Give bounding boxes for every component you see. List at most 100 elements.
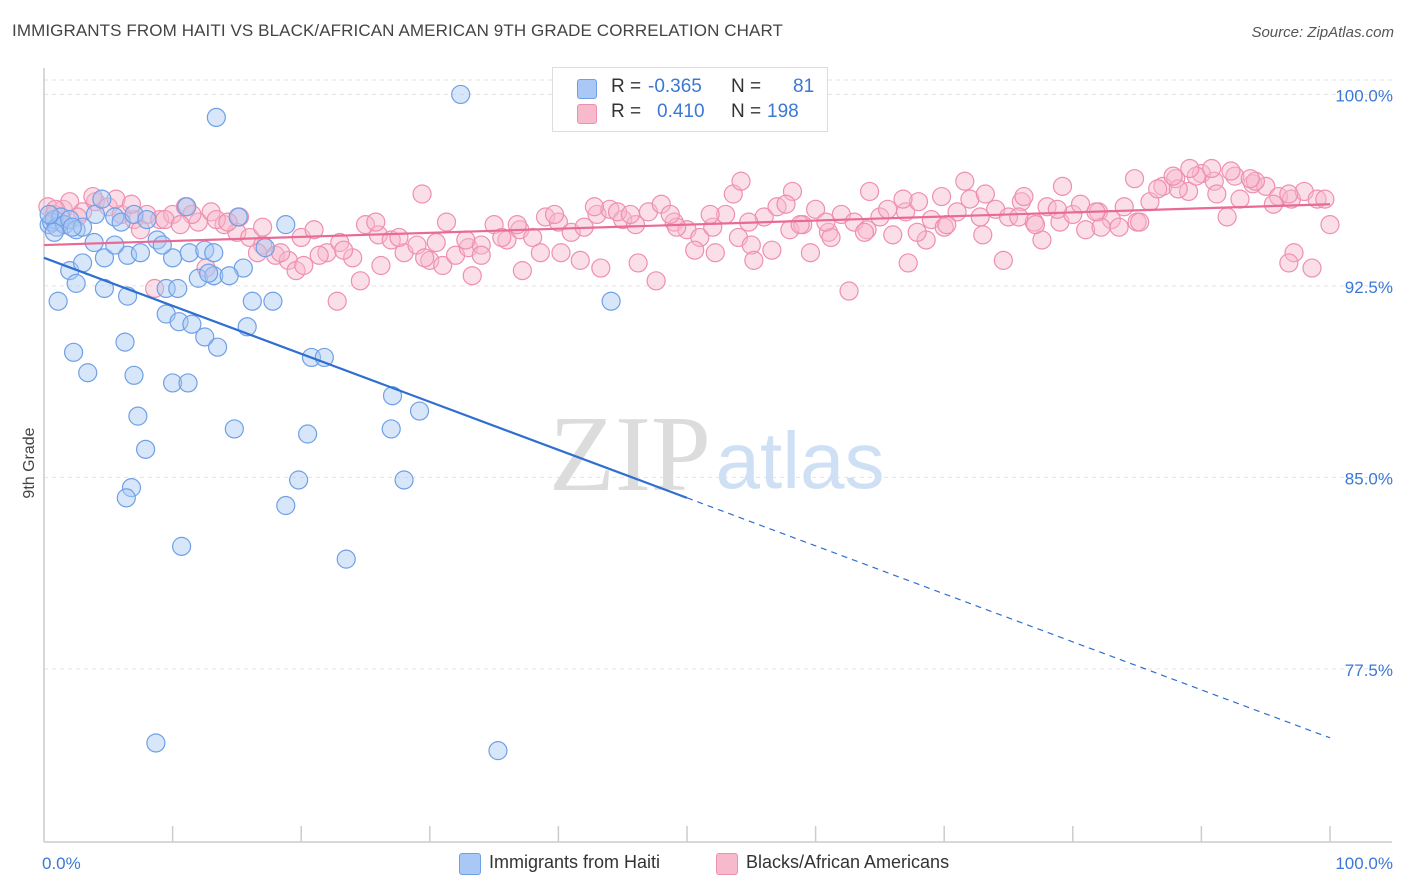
data-point-haiti xyxy=(182,314,202,334)
data-point-haiti xyxy=(298,424,318,444)
data-point-black xyxy=(1245,171,1266,191)
data-point-haiti xyxy=(208,337,228,357)
data-point-haiti xyxy=(601,291,621,311)
data-point-black xyxy=(206,209,226,230)
data-point-black xyxy=(1011,192,1031,212)
data-point-black xyxy=(492,227,512,248)
trend-line-haiti xyxy=(43,256,688,499)
data-point-black xyxy=(960,189,980,209)
data-point-black xyxy=(821,227,841,248)
series-black-points xyxy=(38,158,1340,311)
data-point-haiti xyxy=(394,470,414,490)
data-point-haiti xyxy=(177,197,197,217)
data-point-haiti xyxy=(152,235,172,255)
data-point-haiti xyxy=(188,268,208,288)
data-point-haiti xyxy=(199,263,219,283)
y-tick-label: 92.5% xyxy=(1345,278,1393,297)
tick-labels: 100.0% 92.5% 85.0% 77.5% 0.0% 100.0% xyxy=(42,86,1393,873)
data-point-black xyxy=(1284,243,1304,263)
data-point-black xyxy=(907,222,927,242)
data-point-black xyxy=(628,253,648,273)
stats-swatch-haiti xyxy=(577,79,597,99)
data-point-black xyxy=(294,255,314,276)
data-point-haiti xyxy=(228,207,248,227)
data-point-black xyxy=(144,278,165,299)
data-point-black xyxy=(839,281,859,301)
data-point-haiti xyxy=(156,278,176,299)
stats-n-value: 81 xyxy=(793,76,815,97)
data-point-black xyxy=(898,253,918,273)
data-point-black xyxy=(860,181,880,202)
data-point-black xyxy=(762,240,782,260)
data-point-haiti xyxy=(137,209,157,230)
data-point-black xyxy=(420,250,440,270)
data-point-haiti xyxy=(255,238,275,258)
stats-n-value: 198 xyxy=(767,101,799,122)
data-point-black xyxy=(366,212,386,232)
data-point-black xyxy=(1263,194,1284,214)
data-point-black xyxy=(433,255,453,276)
data-point-haiti xyxy=(48,291,68,311)
data-point-haiti xyxy=(381,419,401,439)
data-point-haiti xyxy=(39,204,59,225)
data-point-haiti xyxy=(204,243,224,263)
data-point-black xyxy=(731,171,751,191)
data-point-haiti xyxy=(382,386,403,406)
data-point-black xyxy=(1240,169,1260,189)
data-point-black xyxy=(1256,176,1276,196)
data-point-black xyxy=(512,261,532,281)
data-point-black xyxy=(741,235,761,255)
data-point-haiti xyxy=(289,470,309,490)
data-point-haiti xyxy=(94,248,115,268)
data-point-black xyxy=(381,230,401,250)
data-point-black xyxy=(1320,215,1340,235)
data-point-black xyxy=(1202,158,1222,179)
data-point-haiti xyxy=(63,342,84,362)
data-point-black xyxy=(456,230,476,250)
data-point-black xyxy=(327,291,347,311)
data-point-black xyxy=(700,204,720,225)
data-point-black xyxy=(660,204,680,225)
x-tick-label: 0.0% xyxy=(42,854,81,873)
data-point-black xyxy=(371,255,391,276)
data-point-black xyxy=(1168,179,1188,199)
data-point-haiti xyxy=(121,478,142,498)
data-point-haiti xyxy=(135,439,156,459)
data-point-black xyxy=(870,207,890,227)
data-point-black xyxy=(1052,176,1073,196)
y-tick-label: 85.0% xyxy=(1345,469,1393,488)
data-point-black xyxy=(412,184,432,204)
data-point-haiti xyxy=(409,401,430,421)
data-point-black xyxy=(776,194,796,214)
data-point-haiti xyxy=(204,266,224,286)
stats-swatch-black xyxy=(577,104,597,124)
data-point-black xyxy=(937,215,957,235)
data-point-black xyxy=(973,225,993,245)
data-point-haiti xyxy=(168,278,188,299)
data-point-black xyxy=(587,204,607,225)
data-point-black xyxy=(471,245,491,265)
data-point-black xyxy=(620,204,641,225)
data-point-black xyxy=(993,250,1013,270)
data-point-haiti xyxy=(488,741,508,761)
data-point-black xyxy=(1114,197,1134,217)
data-point-haiti xyxy=(179,243,199,263)
data-point-black xyxy=(1063,204,1083,225)
data-point-haiti xyxy=(72,217,93,237)
stats-r-value: -0.365 xyxy=(648,76,702,97)
data-point-haiti xyxy=(451,84,471,105)
legend-label-haiti: Immigrants from Haiti xyxy=(489,852,661,872)
series-haiti-points xyxy=(39,84,621,761)
data-point-black xyxy=(690,227,710,248)
data-point-black xyxy=(462,266,482,286)
data-point-black xyxy=(854,222,875,242)
data-point-black xyxy=(970,207,990,227)
data-point-black xyxy=(218,212,238,232)
data-point-haiti xyxy=(276,215,296,235)
data-point-black xyxy=(591,258,611,278)
data-point-black xyxy=(570,250,590,270)
data-point-black xyxy=(436,212,457,232)
data-point-haiti xyxy=(146,733,166,753)
data-point-haiti xyxy=(44,222,64,242)
